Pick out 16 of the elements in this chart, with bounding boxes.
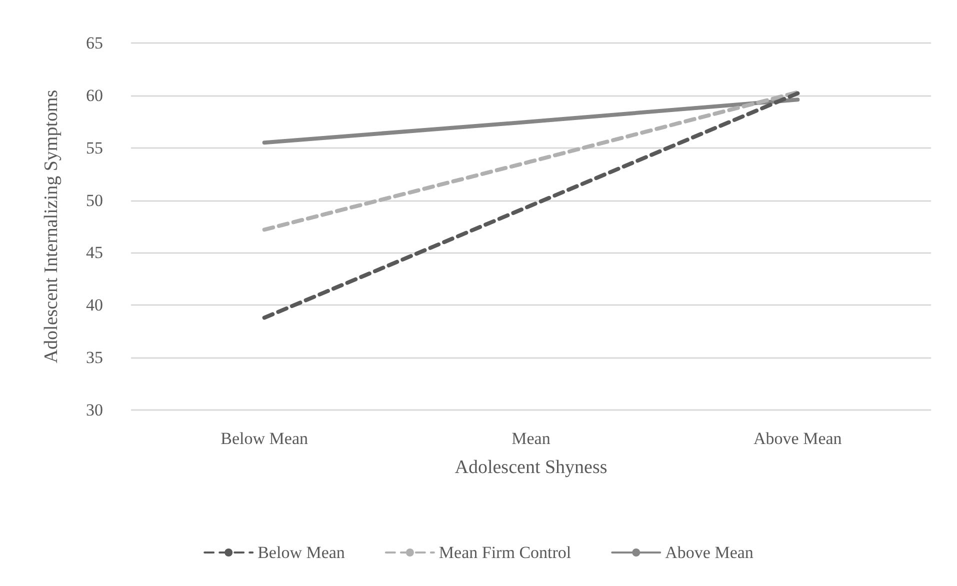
legend-label: Mean Firm Control bbox=[438, 543, 572, 562]
y-tick-label: 40 bbox=[86, 296, 103, 315]
y-tick-label: 65 bbox=[86, 34, 103, 52]
y-tick-label: 60 bbox=[86, 86, 103, 105]
x-tick-label: Below Mean bbox=[220, 429, 308, 448]
x-tick-label: Mean bbox=[512, 429, 551, 448]
legend-label: Above Mean bbox=[665, 543, 754, 562]
legend-label: Below Mean bbox=[258, 543, 346, 562]
y-axis-title: Adolescent Internalizing Symptoms bbox=[41, 90, 62, 364]
y-tick-label: 50 bbox=[86, 190, 103, 210]
x-tick-label: Above Mean bbox=[754, 429, 842, 448]
y-tick-label: 55 bbox=[86, 138, 103, 158]
y-tick-label: 45 bbox=[86, 243, 103, 262]
y-tick-label: 30 bbox=[86, 400, 103, 420]
y-tick-label: 35 bbox=[86, 348, 103, 368]
x-axis-title: Adolescent Shyness bbox=[454, 457, 608, 478]
